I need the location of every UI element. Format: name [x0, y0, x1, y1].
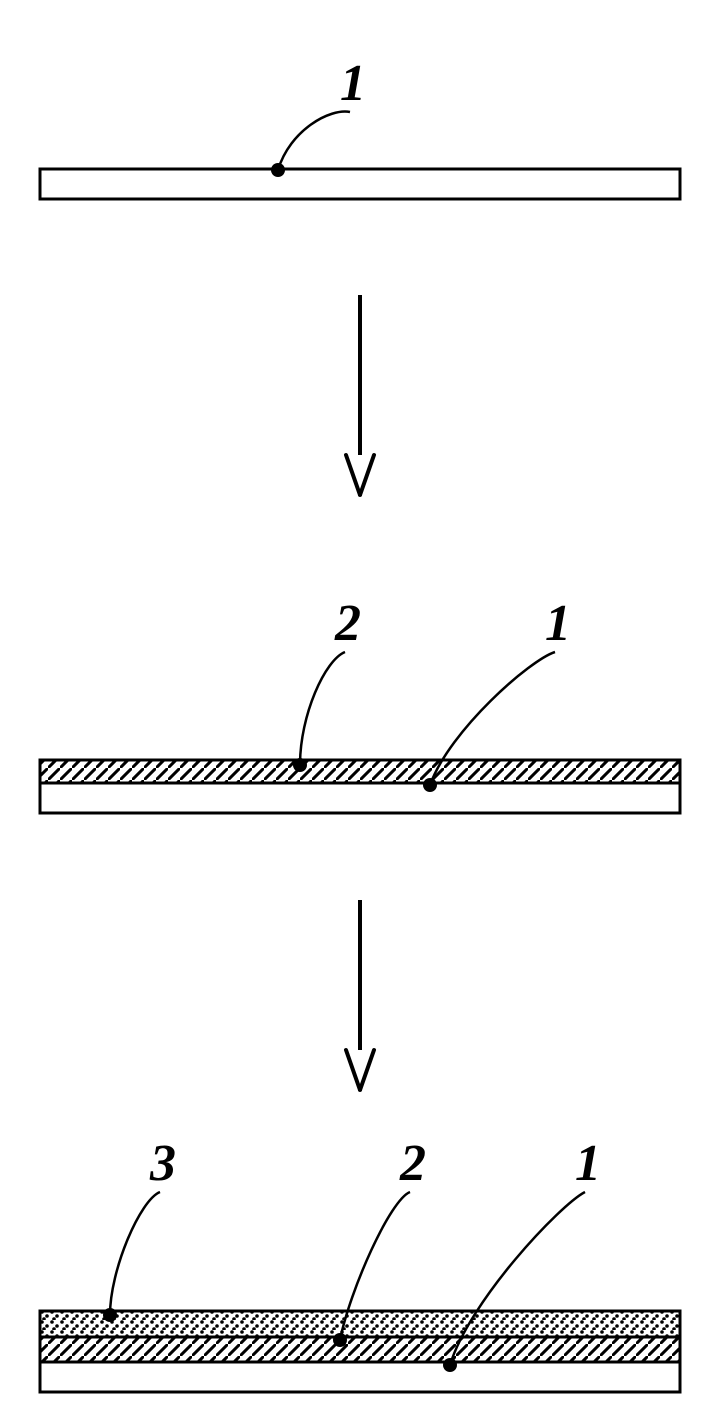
layer-substrate [40, 783, 680, 813]
callout-label: 2 [334, 595, 361, 652]
figure-canvas: 1 2 1 3 2 1 [0, 0, 720, 1424]
layer-hatch-layer [40, 1337, 680, 1362]
callout-label: 2 [399, 1135, 426, 1192]
leader-line [300, 652, 345, 765]
leader-end-dot [271, 163, 285, 177]
callout-label: 1 [575, 1135, 601, 1192]
layer-hatch-layer [40, 760, 680, 783]
leader-end-dot [103, 1308, 117, 1322]
leader-end-dot [443, 1358, 457, 1372]
layer-substrate [40, 1362, 680, 1392]
transition-arrow [346, 295, 374, 495]
transition-arrow [346, 900, 374, 1090]
leader-line [278, 112, 350, 170]
leader-line [110, 1192, 160, 1315]
callout-label: 1 [340, 55, 366, 112]
diagram-svg: 1 2 1 3 2 1 [0, 0, 720, 1424]
callout-label: 3 [149, 1135, 176, 1192]
layer-stipple-layer [40, 1311, 680, 1337]
leader-end-dot [293, 758, 307, 772]
callout-label: 1 [545, 595, 571, 652]
layer-substrate [40, 169, 680, 199]
leader-end-dot [333, 1333, 347, 1347]
leader-end-dot [423, 778, 437, 792]
